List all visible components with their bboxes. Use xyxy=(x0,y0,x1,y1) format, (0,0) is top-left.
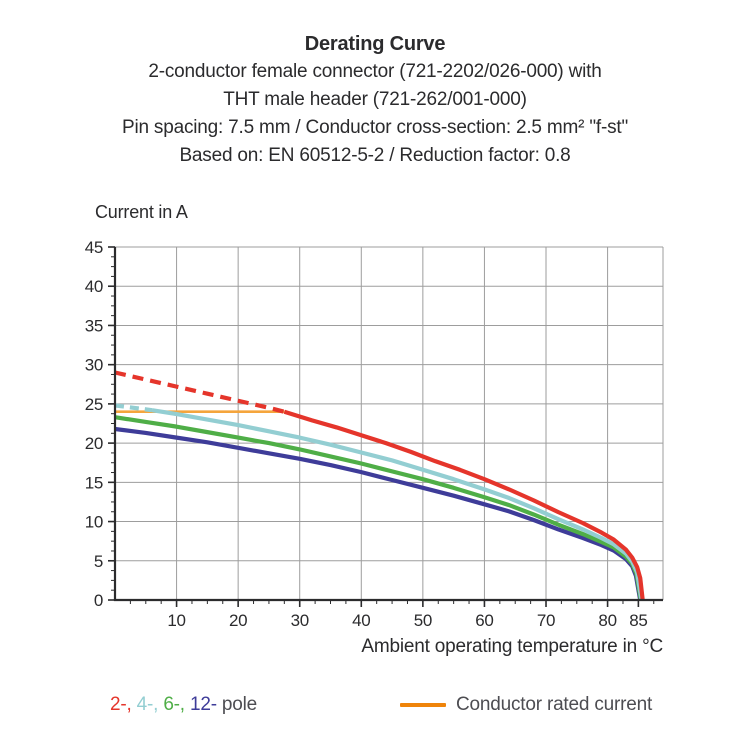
series-line-6-pole xyxy=(114,415,643,601)
derating-chart-plot: 10 20 30 40 50 60 70 80 85 0 5 10 15 20 25 30 35 40 45 xyxy=(85,238,664,630)
chart-subtitle-line-3: Pin spacing: 7.5 mm / Conductor cross-se… xyxy=(121,117,628,138)
x-tick-label: 10 xyxy=(167,611,185,630)
chart-subtitle-line-1: 2-conductor female connector (721-2202/0… xyxy=(148,61,602,82)
y-tick-label: 20 xyxy=(85,434,103,453)
legend-pole-part: pole xyxy=(216,694,258,715)
series-line-2-pole xyxy=(283,409,645,601)
x-tick-label: 20 xyxy=(229,611,247,630)
legend-pole-part: 12- xyxy=(184,694,217,715)
y-tick-label: 10 xyxy=(85,513,103,532)
chart-legend: 2-, 4-, 6-, 12- pole Conductor rated cur… xyxy=(0,694,750,724)
x-tick-label: 80 xyxy=(598,611,616,630)
y-tick-label: 5 xyxy=(94,552,103,571)
legend-pole-part: 4-, xyxy=(131,694,159,715)
chart-subtitle-line-4: Based on: EN 60512-5-2 / Reduction facto… xyxy=(179,145,571,166)
series-line-4-pole xyxy=(114,403,153,413)
rated-current-line-swatch xyxy=(400,703,446,707)
legend-pole-part: 6-, xyxy=(158,694,185,715)
y-tick-label: 0 xyxy=(94,591,103,610)
y-tick-label: 30 xyxy=(85,356,103,375)
x-axis-title: Ambient operating temperature in °C xyxy=(361,636,663,657)
chart-title: Derating Curve xyxy=(304,33,446,55)
y-axis-title: Current in A xyxy=(95,202,188,222)
x-tick-label: 70 xyxy=(537,611,555,630)
y-tick-label: 40 xyxy=(85,277,103,296)
series-line-4-pole xyxy=(151,408,644,601)
x-tick-label: 30 xyxy=(291,611,309,630)
series-line-2-pole xyxy=(114,370,285,414)
y-tick-label: 25 xyxy=(85,395,103,414)
y-tick-label: 45 xyxy=(85,238,103,257)
x-tick-label: 40 xyxy=(352,611,370,630)
legend-pole-counts: 2-, 4-, 6-, 12- pole xyxy=(110,694,257,716)
legend-pole-part: 2-, xyxy=(110,694,132,715)
y-tick-label: 35 xyxy=(85,316,103,335)
chart-subtitle-line-2: THT male header (721-262/001-000) xyxy=(223,89,527,110)
x-tick-label: 60 xyxy=(475,611,493,630)
chart-title-block: Derating Curve 2-conductor female connec… xyxy=(0,30,750,170)
series-line-12-pole xyxy=(114,426,643,601)
rated-current-label: Conductor rated current xyxy=(456,694,653,715)
legend-rated-current: Conductor rated current xyxy=(400,694,652,716)
x-tick-label: 50 xyxy=(414,611,432,630)
y-tick-label: 15 xyxy=(85,473,103,492)
x-tick-label: 85 xyxy=(629,611,647,630)
